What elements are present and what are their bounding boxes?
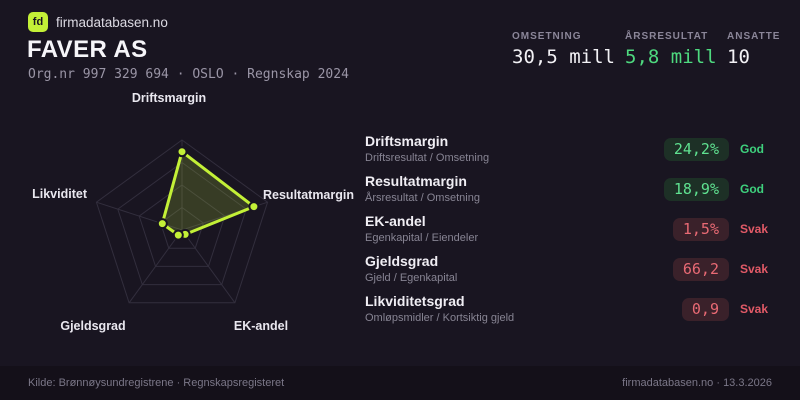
radar-axis-likviditet: Likviditet	[32, 187, 87, 201]
brand-name: firmadatabasen.no	[56, 14, 168, 30]
metric-status-badge: God	[740, 142, 764, 156]
metric-status-badge: Svak	[740, 262, 769, 276]
brand: fd firmadatabasen.no	[28, 12, 168, 32]
firmadatabasen-logo-icon: fd	[28, 12, 48, 32]
radar-axis-driftsmargin: Driftsmargin	[131, 91, 207, 105]
metric-value-pill: 24,2%	[663, 137, 729, 161]
stat-value: 5,8 mill	[625, 46, 717, 68]
stat-label: OMSETNING	[512, 31, 582, 42]
metric-formula: Driftsresultat / Omsetning	[365, 151, 490, 164]
radar-axis-ek-andel: EK-andel	[233, 319, 289, 333]
metrics-list: Driftsmargin Driftsresultat / Omsetning …	[365, 129, 775, 329]
company-name-title: FAVER AS	[27, 36, 148, 63]
metric-title: Likviditetsgrad	[365, 293, 465, 310]
metric-value-pill: 18,9%	[663, 177, 729, 201]
metric-status-badge: Svak	[740, 302, 769, 316]
stat-label: ÅRSRESULTAT	[625, 31, 709, 42]
radar-chart-svg	[95, 139, 269, 304]
metric-row-ek-andel: EK-andel Egenkapital / Eiendeler 1,5% Sv…	[365, 209, 775, 249]
metric-value-pill: 0,9	[681, 297, 729, 321]
metric-row-resultatmargin: Resultatmargin Årsresultat / Omsetning 1…	[365, 169, 775, 209]
footer-source: Kilde: Brønnøysundregistrene · Regnskaps…	[28, 377, 285, 389]
stat-arsresultat: ÅRSRESULTAT 5,8 mill	[625, 31, 717, 68]
radar-axis-gjeldsgrad: Gjeldsgrad	[60, 319, 126, 333]
metric-title: Gjeldsgrad	[365, 253, 439, 270]
stat-omsetning: OMSETNING 30,5 mill	[512, 31, 615, 68]
company-meta: Org.nr 997 329 694 · OSLO · Regnskap 202…	[28, 67, 349, 82]
metric-title: Driftsmargin	[365, 133, 449, 150]
stat-value: 30,5 mill	[512, 46, 615, 68]
stat-value: 10	[727, 46, 750, 68]
metric-value-pill: 1,5%	[672, 217, 729, 241]
footer-brand-date: firmadatabasen.no · 13.3.2026	[622, 377, 772, 389]
metric-formula: Egenkapital / Eiendeler	[365, 231, 479, 244]
metric-row-likviditetsgrad: Likviditetsgrad Omløpsmidler / Kortsikti…	[365, 289, 775, 329]
radar-chart: Driftsmargin Resultatmargin EK-andel Gje…	[0, 88, 364, 350]
stat-ansatte: ANSATTE 10	[727, 31, 780, 68]
metric-value-pill: 66,2	[672, 257, 729, 281]
stat-label: ANSATTE	[727, 31, 781, 42]
metric-formula: Årsresultat / Omsetning	[365, 191, 480, 204]
footer: Kilde: Brønnøysundregistrene · Regnskaps…	[0, 366, 800, 400]
metric-formula: Omløpsmidler / Kortsiktig gjeld	[365, 311, 515, 324]
metric-status-badge: Svak	[740, 222, 769, 236]
radar-axis-resultatmargin: Resultatmargin	[263, 188, 354, 202]
metric-title: Resultatmargin	[365, 173, 467, 190]
metric-row-gjeldsgrad: Gjeldsgrad Gjeld / Egenkapital 66,2 Svak	[365, 249, 775, 289]
metric-status-badge: God	[740, 182, 764, 196]
metric-row-driftsmargin: Driftsmargin Driftsresultat / Omsetning …	[365, 129, 775, 169]
metric-formula: Gjeld / Egenkapital	[365, 271, 458, 284]
metric-title: EK-andel	[365, 213, 426, 230]
